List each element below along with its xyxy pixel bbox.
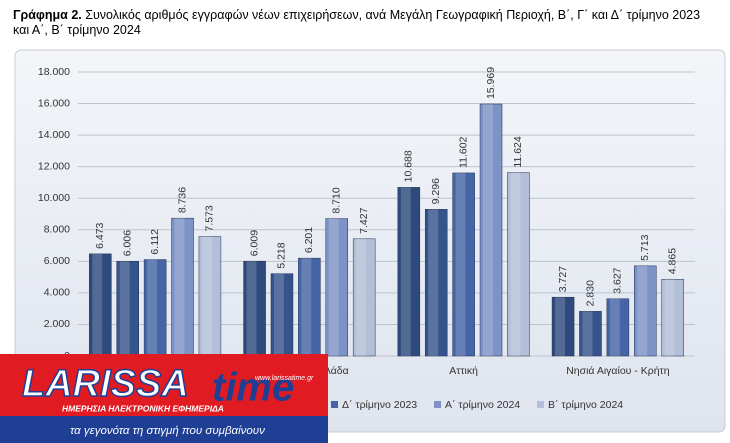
bar-shine (201, 236, 212, 356)
legend-swatch (537, 401, 544, 408)
value-label: 4.865 (666, 248, 678, 274)
y-tick-label: 4.000 (44, 287, 70, 299)
bar-shine (637, 265, 648, 356)
y-tick-label: 14.000 (38, 129, 70, 141)
bar (352, 238, 376, 357)
value-label: 8.710 (331, 187, 343, 213)
bar-shine (428, 209, 439, 356)
bar-shine (400, 187, 411, 356)
value-label: 9.296 (430, 178, 442, 204)
y-tick-label: 18.000 (38, 66, 70, 78)
value-label: 2.830 (584, 280, 596, 306)
y-tick-label: 16.000 (38, 97, 70, 109)
bar (397, 187, 421, 357)
value-label: 11.624 (512, 136, 524, 167)
value-label: 6.201 (303, 227, 315, 253)
value-label: 11.602 (457, 136, 469, 167)
bar-shine (555, 297, 565, 356)
value-label: 7.427 (358, 207, 370, 233)
bar-shine (246, 261, 257, 356)
y-tick-label: 8.000 (44, 224, 70, 236)
logo-url: www.larissatime.gr (255, 375, 314, 382)
bar-shine (174, 218, 185, 356)
bar-shine (582, 311, 593, 356)
bar (452, 172, 475, 357)
logo-slogan: τα γεγονότα τη στιγμή που συμβαίνουν (70, 425, 265, 437)
bar (325, 218, 349, 357)
bar (507, 172, 530, 357)
bar-shine (301, 258, 312, 356)
value-label: 6.473 (94, 222, 106, 248)
logo: LARISSA time www.larissatime.gr ΗΜΕΡΗΣΙΑ… (0, 354, 328, 443)
x-tick-label: Αττική (449, 365, 478, 377)
value-label: 10.688 (403, 150, 415, 182)
chart-title-block: Γράφημα 2. Συνολικός αριθμός εγγραφών νέ… (13, 8, 718, 38)
value-label: 7.573 (204, 205, 216, 231)
y-tick-label: 12.000 (38, 160, 70, 172)
chart-title: Συνολικός αριθμός εγγραφών νέων επιχειρή… (13, 8, 701, 37)
bar-shine (664, 279, 675, 356)
bar (424, 209, 448, 357)
bar-shine (328, 218, 339, 356)
y-tick-label: 10.000 (38, 192, 70, 204)
legend-label: Α΄ τρίμηνο 2024 (445, 399, 520, 411)
value-label: 15.969 (485, 67, 497, 99)
bar (479, 103, 503, 357)
bar-shine (510, 172, 521, 356)
bar-shine (609, 298, 620, 356)
legend-label: Β΄ τρίμηνο 2024 (548, 399, 623, 411)
bar-shine (119, 261, 130, 356)
value-label: 3.727 (557, 266, 569, 292)
value-label: 6.112 (149, 229, 161, 255)
chart-label: Γράφημα 2. (13, 8, 82, 22)
legend-swatch (434, 401, 441, 408)
bar-shine (92, 253, 103, 356)
bar-shine (147, 259, 158, 356)
value-label: 6.006 (122, 230, 134, 256)
y-tick-label: 2.000 (44, 318, 70, 330)
legend-label: Δ΄ τρίμηνο 2023 (342, 399, 417, 411)
x-tick-label: Νησιά Αιγαίου - Κρήτη (566, 365, 670, 377)
bar (579, 311, 602, 357)
value-label: 8.736 (176, 187, 188, 213)
value-label: 5.218 (276, 242, 288, 268)
bar-shine (356, 238, 367, 356)
y-tick-label: 6.000 (44, 255, 70, 267)
bar (606, 298, 630, 357)
legend-swatch (331, 401, 338, 408)
bar-shine (483, 104, 493, 356)
value-label: 3.627 (612, 267, 624, 293)
bar (661, 278, 684, 357)
logo-tagline: ΗΜΕΡΗΣΙΑ ΗΛΕΚΤΡΟΝΙΚΗ ΕΦΗΜΕΡΙΔΑ (62, 403, 224, 413)
logo-name: LARISSA (22, 363, 189, 405)
bar-shine (273, 273, 284, 356)
value-label: 5.713 (639, 234, 651, 260)
bar-shine (455, 172, 466, 356)
logo-name2: time (212, 366, 294, 410)
bar (551, 296, 575, 357)
value-label: 6.009 (248, 230, 260, 256)
bar (634, 265, 657, 357)
